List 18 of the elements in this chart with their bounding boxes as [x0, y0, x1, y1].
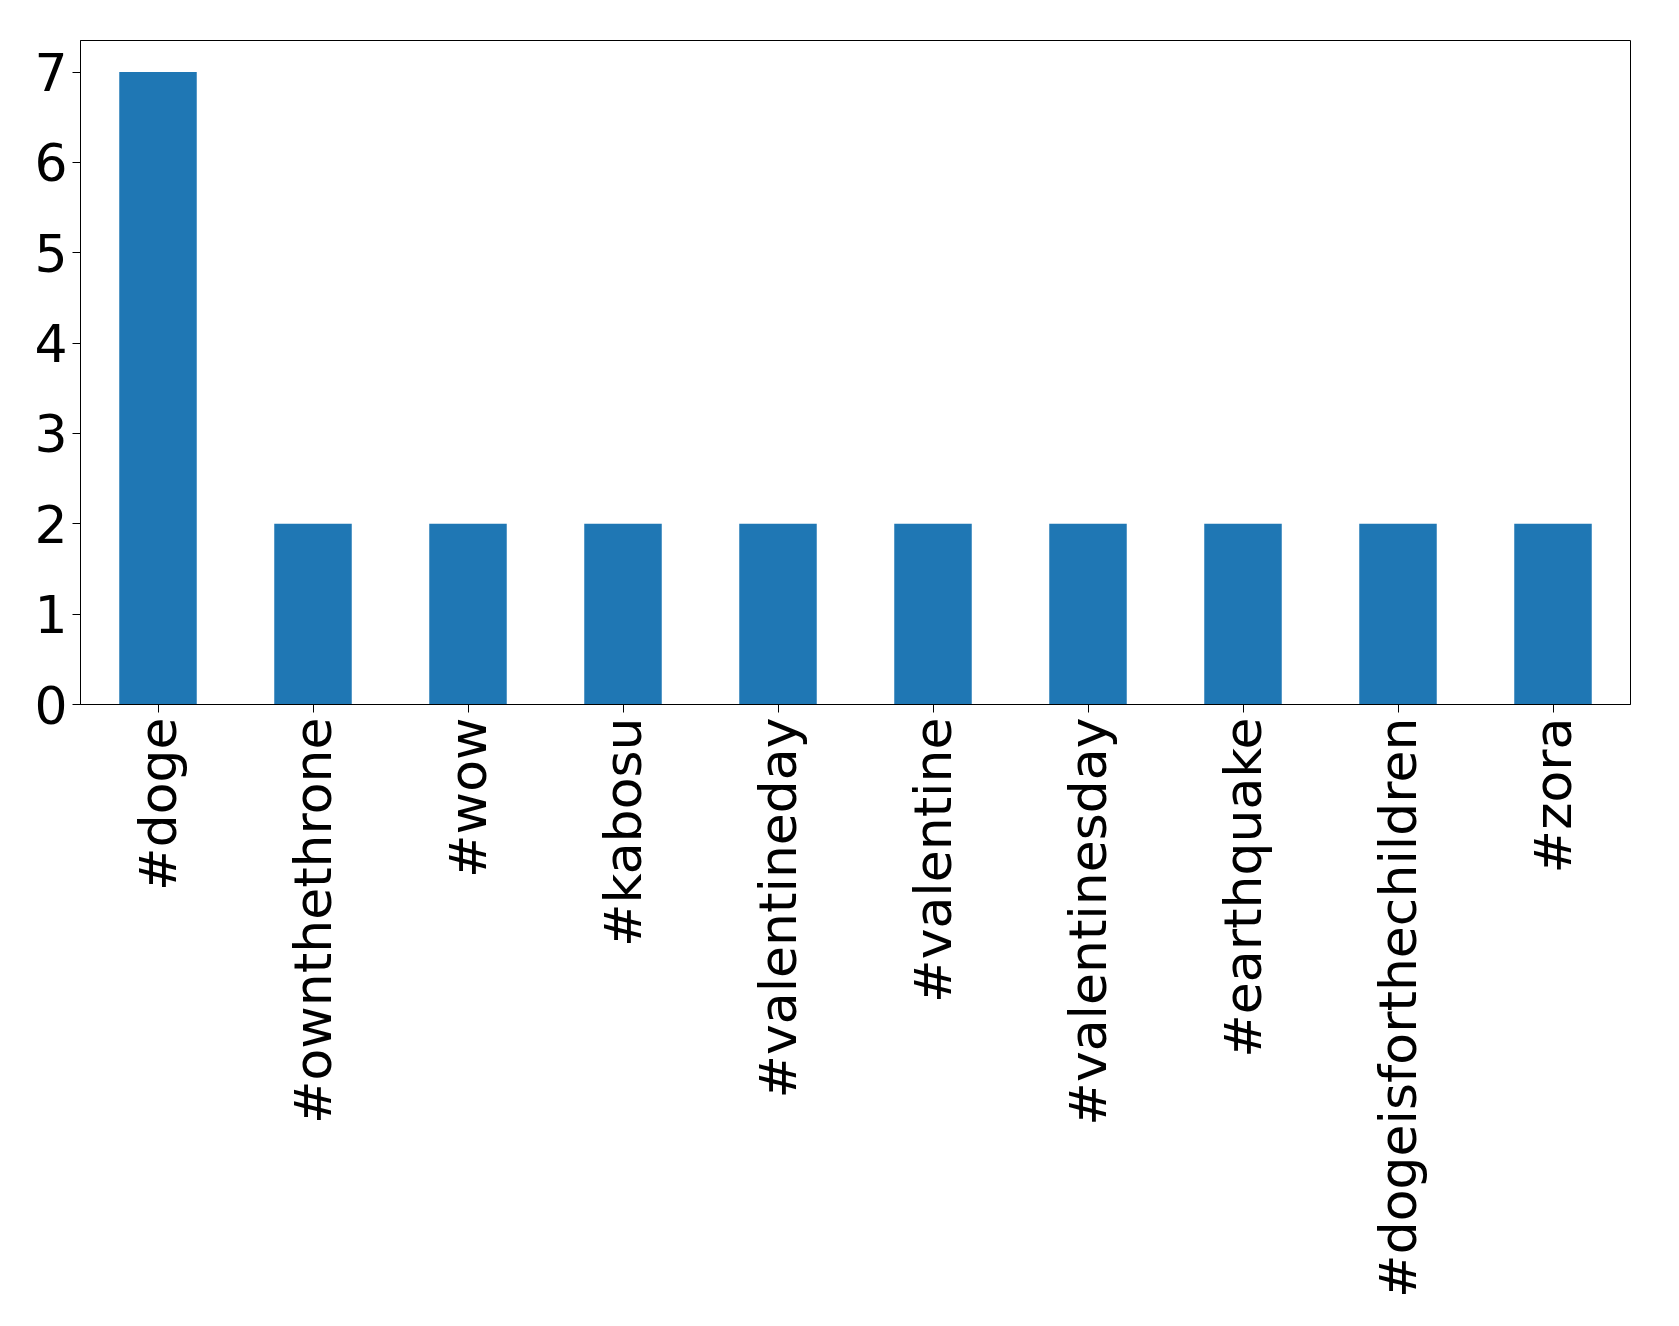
- x-tick-label: #valentineday: [748, 717, 808, 1099]
- x-tick-label: #ownthethrone: [283, 717, 343, 1125]
- x-tick-label: #zora: [1523, 717, 1583, 874]
- y-tick-label: 6: [34, 133, 68, 194]
- x-tick-label: #valentine: [903, 717, 963, 1003]
- y-tick-label: 7: [34, 43, 68, 104]
- x-tick-label: #valentinesday: [1058, 717, 1118, 1126]
- y-tick-label: 2: [34, 494, 68, 555]
- x-tick-label: #wow: [438, 717, 498, 878]
- x-tick-label: #earthquake: [1213, 717, 1273, 1058]
- y-tick-label: 4: [34, 314, 68, 375]
- y-tick-label: 3: [34, 404, 68, 465]
- x-tick-label: #kabosu: [593, 717, 653, 948]
- y-tick-label: 0: [34, 675, 68, 736]
- x-tick-label: #dogeisforthechildren: [1368, 717, 1428, 1298]
- y-tick-label: 1: [34, 585, 68, 646]
- y-tick-label: 5: [34, 223, 68, 284]
- x-tick-label: #doge: [128, 717, 188, 891]
